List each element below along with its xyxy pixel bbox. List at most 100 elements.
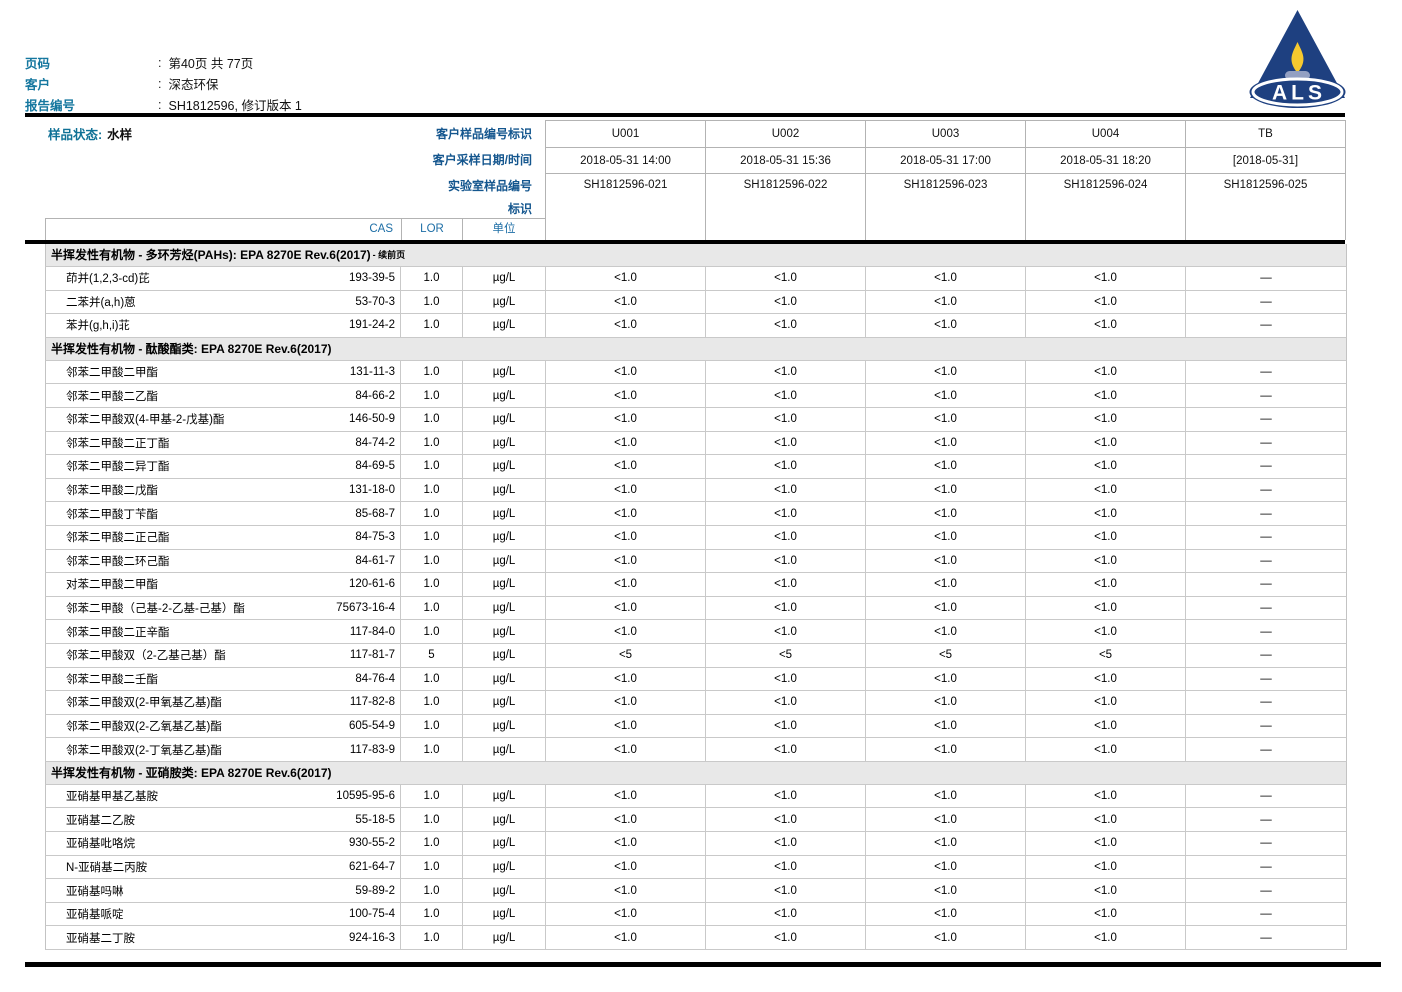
analyte-row: 苯并(g,h,i)苝 191-24-2 1.0 µg/L <1.0 <1.0 <1.0 <1.… <box>45 314 1347 338</box>
result-value: <1.0 <box>546 384 706 407</box>
sample-datetime: 2018-05-31 15:36 <box>706 148 865 174</box>
label-lab-sample-number: 实验室样品编号 <box>447 179 532 193</box>
result-value: <1.0 <box>866 784 1026 808</box>
cas-value: 84-74-2 <box>355 436 395 449</box>
analyte-row: 邻苯二甲酸二异丁酯 84-69-5 1.0 µg/L <1.0 <1.0 <1.0 <1.0— <box>45 455 1347 479</box>
result-value: <1.0 <box>706 431 866 455</box>
result-value: <1.0 <box>866 902 1026 926</box>
result-value: <1.0 <box>706 384 866 407</box>
result-value: <1.0 <box>1026 784 1186 808</box>
result-value: <1.0 <box>706 620 866 643</box>
result-value: <1.0 <box>866 691 1026 714</box>
meta-value-report-number: SH1812596, 修订版本 1 <box>168 99 302 113</box>
meta-row-report-number: 报告编号: SH1812596, 修订版本 1 <box>25 94 302 115</box>
analyte-name: N-亚硝基二丙胺 <box>66 861 148 874</box>
report-meta: 页码: 第40页 共 77页 客户: 深态环保 报告编号: SH1812596, 修订… <box>25 52 302 115</box>
result-value: — <box>1260 649 1272 662</box>
result-value: <1.0 <box>546 691 706 714</box>
cas-column-header: CAS <box>369 223 393 235</box>
lor-value: 1.0 <box>401 902 463 926</box>
result-value: <1.0 <box>866 384 1026 407</box>
analyte-name-cell: 邻苯二甲酸双(4-甲基-2-戊基)酯 146-50-9 <box>46 407 401 431</box>
analyte-row: 对苯二甲酸二甲酯 120-61-6 1.0 µg/L <1.0 <1.0 <1.0 <1.0— <box>45 573 1347 597</box>
sample-status: 样品状态: 水样 <box>48 124 132 143</box>
result-value: — <box>1260 484 1272 497</box>
sample-columns: U001 2018-05-31 14:00 SH1812596-021 U002 201… <box>545 120 1346 240</box>
analyte-name-cell: 邻苯二甲酸（己基-2-乙基-己基）酯 75673-16-4 <box>46 596 401 620</box>
unit-value: µg/L <box>463 832 546 855</box>
lor-value: 1.0 <box>401 478 463 502</box>
result-value: <1.0 <box>546 573 706 596</box>
lor-value: 1.0 <box>401 431 463 455</box>
section-title: 半挥发性有机物 - 酞酸酯类: EPA 8270E Rev.6(2017) <box>51 341 332 356</box>
result-value: — <box>1260 860 1272 873</box>
lor-value: 1.0 <box>401 290 463 314</box>
analyte-name: 二苯并(a,h)蒽 <box>66 296 136 309</box>
sample-id: U002 <box>706 121 865 148</box>
result-value: — <box>1260 696 1272 709</box>
result-value: <1.0 <box>866 502 1026 525</box>
result-value: <1.0 <box>546 431 706 455</box>
analyte-name-cell: 邻苯二甲酸二壬酯 84-76-4 <box>46 667 401 691</box>
lor-value: 1.0 <box>401 455 463 478</box>
cas-value: 53-70-3 <box>355 295 395 308</box>
analyte-name: 邻苯二甲酸（己基-2-乙基-己基）酯 <box>66 603 245 616</box>
analyte-name-cell: 邻苯二甲酸二戊酯 131-18-0 <box>46 478 401 502</box>
result-value: <1.0 <box>706 902 866 926</box>
section-header: 半挥发性有机物 - 多环芳烃(PAHs): EPA 8270E Rev.6(20… <box>45 244 1347 267</box>
result-value: <1.0 <box>1026 478 1186 502</box>
result-value: <1.0 <box>706 832 866 855</box>
analyte-row: 邻苯二甲酸丁苄酯 85-68-7 1.0 µg/L <1.0 <1.0 <1.0 <1.0— <box>45 502 1347 526</box>
result-value: <1.0 <box>706 573 866 596</box>
cas-value: 621-64-7 <box>348 860 395 873</box>
result-value: — <box>1260 602 1272 615</box>
result-value: <1.0 <box>546 667 706 691</box>
unit-value: µg/L <box>463 478 546 502</box>
result-value: <1.0 <box>546 784 706 808</box>
lor-value: 5 <box>401 643 463 667</box>
result-value: — <box>1260 743 1272 756</box>
sample-id: U003 <box>866 121 1025 148</box>
analyte-row: 邻苯二甲酸双(4-甲基-2-戊基)酯 146-50-9 1.0 µg/L <1.0 <1.… <box>45 407 1347 432</box>
result-value: <1.0 <box>866 738 1026 761</box>
result-value: <1.0 <box>706 549 866 573</box>
lor-value: 1.0 <box>401 855 463 879</box>
result-value: <1.0 <box>706 784 866 808</box>
analyte-name-cell: 亚硝基吗啉 59-89-2 <box>46 879 401 902</box>
lor-value: 1.0 <box>401 502 463 525</box>
lab-sample-id: SH1812596-022 <box>743 179 828 191</box>
result-value: <1.0 <box>706 314 866 337</box>
cas-value: 84-61-7 <box>355 554 395 567</box>
result-value: <1.0 <box>866 808 1026 832</box>
lor-value: 1.0 <box>401 549 463 573</box>
unit-value: µg/L <box>463 596 546 620</box>
result-value: <1.0 <box>546 455 706 478</box>
result-value: <1.0 <box>706 855 866 879</box>
result-value: — <box>1260 295 1272 308</box>
meta-separator: : <box>158 97 162 112</box>
analyte-name: 邻苯二甲酸二正辛酯 <box>66 626 170 639</box>
cas-value: 605-54-9 <box>348 719 395 732</box>
label-client-sample-id: 客户样品编号标识 <box>435 127 532 141</box>
result-value: <1.0 <box>1026 314 1186 337</box>
unit-value: µg/L <box>463 455 546 478</box>
meta-row-client: 客户: 深态环保 <box>25 73 302 94</box>
lab-sample-id: SH1812596-023 <box>903 179 988 191</box>
result-value: <1.0 <box>866 855 1026 879</box>
analyte-name-cell: 亚硝基吡咯烷 930-55-2 <box>46 832 401 855</box>
unit-value: µg/L <box>463 902 546 926</box>
cas-value: 84-69-5 <box>355 460 395 473</box>
section-title-suffix: - 续前页 <box>372 250 406 260</box>
result-value: — <box>1260 366 1272 379</box>
result-value: <1.0 <box>706 525 866 549</box>
result-value: <1.0 <box>546 360 706 384</box>
result-value: <1.0 <box>546 525 706 549</box>
analyte-row: 亚硝基二丁胺 924-16-3 1.0 µg/L <1.0 <1.0 <1.0 <1.0— <box>45 926 1347 951</box>
result-value: — <box>1260 319 1272 332</box>
meta-label-page-number: 页码 <box>25 57 51 71</box>
analyte-name: 邻苯二甲酸双(2-甲氧基乙基)酯 <box>66 697 222 710</box>
unit-value: µg/L <box>463 620 546 643</box>
result-value: <1.0 <box>546 902 706 926</box>
analyte-name-cell: 亚硝基二乙胺 55-18-5 <box>46 808 401 832</box>
result-value: <1.0 <box>546 855 706 879</box>
